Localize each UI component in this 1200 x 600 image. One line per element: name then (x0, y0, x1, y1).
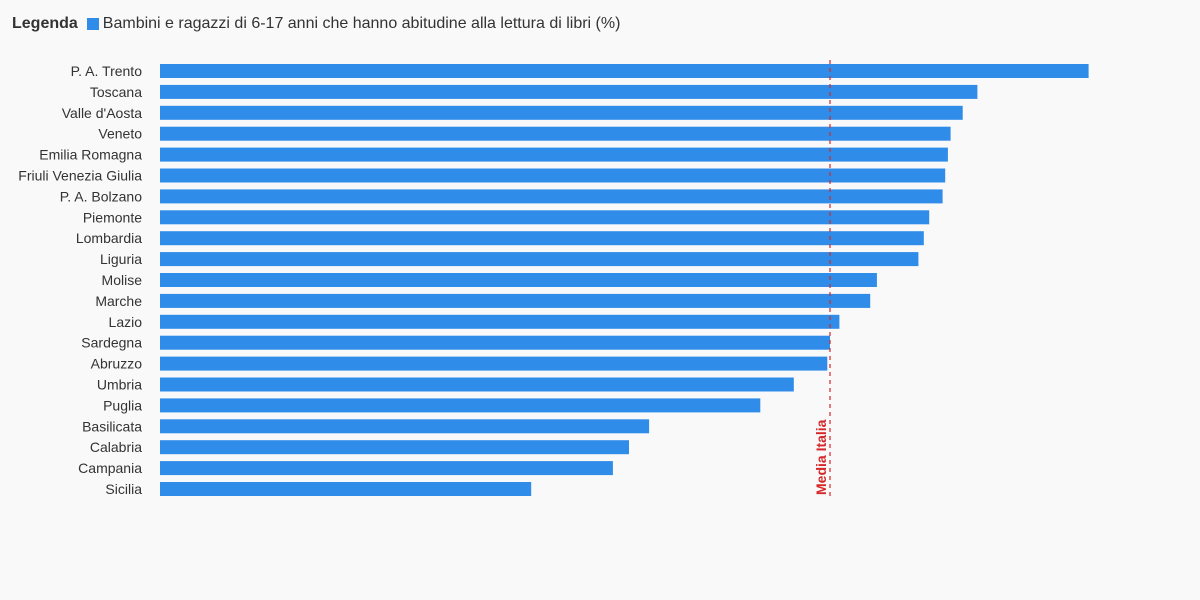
bar (160, 231, 924, 246)
category-label: Molise (102, 272, 143, 288)
category-label: Umbria (97, 377, 142, 393)
category-labels: P. A. Trento Toscana Valle d'Aosta Veneto Em… (18, 63, 142, 497)
reference-line-label: Media Italia (813, 419, 829, 495)
bar (160, 461, 613, 476)
category-label: Toscana (90, 84, 142, 100)
category-label: Piemonte (83, 209, 142, 225)
bar (160, 335, 830, 350)
category-label: P. A. Bolzano (60, 188, 142, 204)
bar (160, 252, 919, 267)
bar (160, 64, 1089, 78)
bar (160, 147, 948, 162)
legend-series-label: Bambini e ragazzi di 6-17 anni che hanno… (102, 15, 621, 32)
bar (160, 398, 761, 413)
legend: Legenda Bambini e ragazzi di 6-17 anni c… (12, 13, 620, 35)
bar (160, 189, 943, 204)
category-label: Valle d'Aosta (62, 105, 142, 121)
category-label: Friuli Venezia Giulia (18, 168, 142, 184)
bar (160, 440, 629, 455)
bar (160, 377, 794, 392)
category-label: Abruzzo (91, 356, 143, 372)
category-label: Lombardia (76, 230, 142, 246)
bars-group (160, 64, 1089, 496)
bar (160, 314, 840, 329)
category-label: Lazio (109, 314, 143, 330)
category-label: Emilia Romagna (39, 147, 142, 163)
bar (160, 482, 532, 496)
bar (160, 168, 946, 183)
bar (160, 273, 877, 287)
bar (160, 293, 871, 308)
bar (160, 105, 963, 120)
bar (160, 126, 951, 141)
bar (160, 419, 650, 434)
bar (160, 210, 930, 225)
category-label: Puglia (103, 397, 142, 413)
category-label: Campania (78, 460, 142, 476)
category-label: Basilicata (82, 418, 142, 434)
legend-title: Legenda (12, 15, 78, 32)
category-label: Marche (95, 293, 142, 309)
category-label: P. A. Trento (71, 63, 143, 79)
category-label: Sicilia (105, 481, 142, 497)
category-label: Veneto (98, 126, 142, 142)
bar (160, 84, 978, 99)
category-label: Calabria (90, 439, 142, 455)
bar (160, 356, 828, 371)
category-label: Liguria (100, 251, 142, 267)
category-label: Sardegna (81, 335, 142, 351)
legend-swatch (86, 18, 99, 30)
